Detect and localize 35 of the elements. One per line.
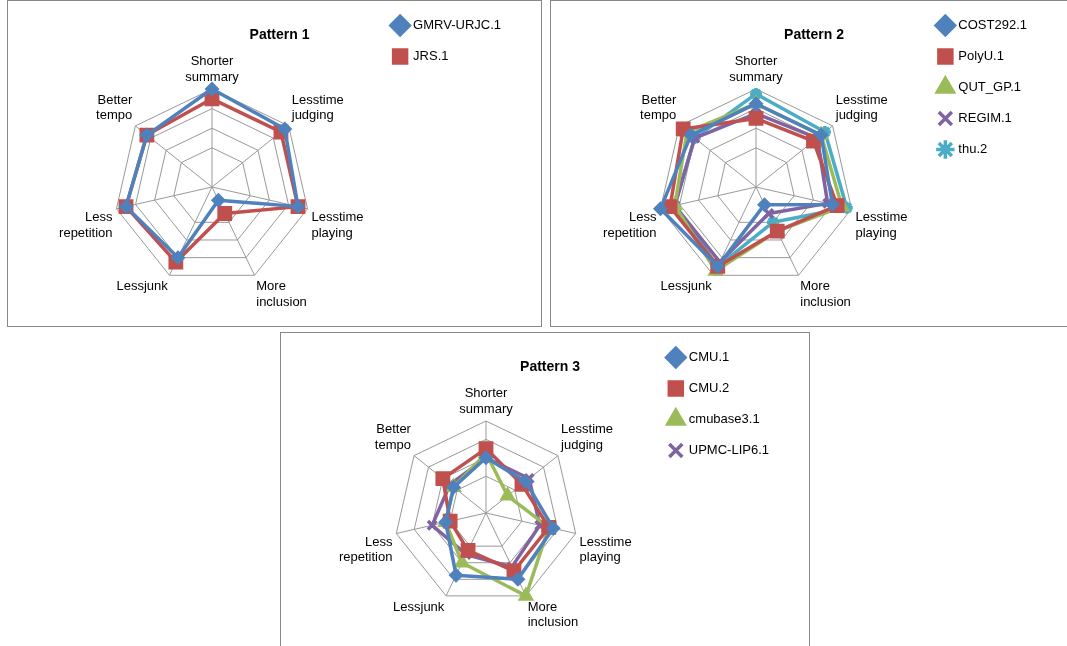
spoke-label: Better tempo	[640, 91, 677, 123]
spoke-label: Shorter summary	[185, 53, 240, 84]
legend-label: PolyU.1	[958, 48, 1004, 64]
spoke-label: Better tempo	[374, 421, 412, 452]
spoke-label: More inclusion	[256, 278, 307, 309]
spoke-label: Lesstime judging	[834, 91, 888, 123]
spoke-label: Lesstime judging	[290, 91, 344, 123]
text: Pattern 2	[784, 26, 845, 43]
spoke-label: Better tempo	[96, 91, 133, 123]
spoke-label: Shorter summary	[729, 53, 784, 84]
spoke-label: More inclusion	[527, 598, 579, 630]
spoke-label: Lesstime playing	[579, 533, 632, 565]
legend-label: thu.2	[958, 141, 988, 157]
spoke-label: Less repetition	[603, 209, 658, 240]
spoke-label: Lesstime playing	[855, 209, 908, 240]
legend-label: COST292.1	[958, 17, 1028, 33]
spoke-label: Shorter summary	[459, 385, 514, 416]
legend-label: CMU.2	[688, 380, 730, 396]
spoke-label: Less repetition	[59, 209, 114, 240]
spoke-label: Lessjunk	[660, 278, 713, 294]
spoke-label: Less repetition	[338, 533, 393, 565]
legend-label: QUT_GP.1	[958, 79, 1021, 95]
legend-label: cmubase3.1	[688, 411, 760, 427]
legend-label: CMU.1	[688, 349, 730, 365]
legend-label: JRS.1	[413, 48, 449, 64]
spoke-label: Lessjunk	[116, 278, 169, 294]
spoke-label: Lesstime playing	[311, 209, 364, 240]
legend-label: GMRV-URJC.1	[413, 17, 502, 33]
spoke-label: More inclusion	[800, 278, 851, 309]
text: Pattern 3	[520, 358, 581, 375]
spoke-label: Lesstime judging	[560, 421, 614, 452]
text: Pattern 1	[249, 26, 310, 43]
legend-label: UPMC-LIP6.1	[688, 442, 770, 458]
spoke-label: Lessjunk	[393, 598, 445, 614]
legend-label: REGIM.1	[958, 110, 1012, 126]
